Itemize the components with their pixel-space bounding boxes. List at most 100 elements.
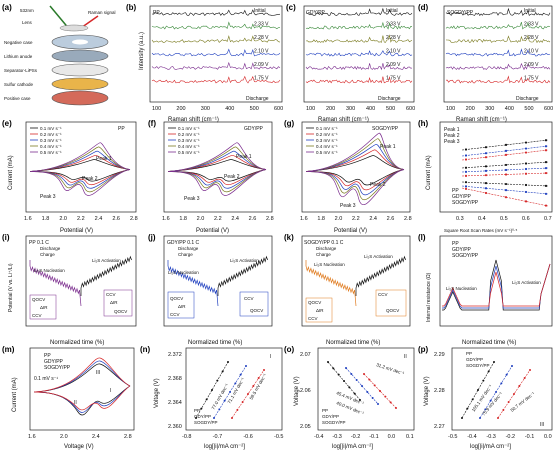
sulfur-cathode-shape [51,77,109,91]
tafel-point [239,373,242,376]
tafel-point [343,380,345,382]
panel-i-curves [29,255,132,307]
panel-k-qocv: QOCV [308,300,321,305]
panel-f-xticks: 1.6 1.8 2.0 2.2 2.4 2.6 2.8 [162,216,274,222]
panel-f-peak1: Peak 1 [236,154,252,160]
panel-l-leg-pp: PP [452,241,459,247]
panel-h-leg-peak3: Peak 3 [444,139,460,145]
fit-point [464,166,468,169]
panel-k-dir: ΔIR [316,308,324,313]
tafel-point [350,373,353,375]
raman-xtick: 600 [274,106,283,112]
panel-c-tag: (c) [286,3,296,12]
raman-trace-label: 2.33 V [386,22,401,28]
panel-p-ticks: -0.5 -0.4 -0.3 -0.2 -0.1 0.0 2.29 2.28 2.27 [434,352,552,440]
raman-xtick: 500 [524,106,533,112]
cv-xtick: 2.6 [112,216,120,222]
raman-trace [151,35,281,43]
panel-g-xlabel: Potential (V) [334,228,367,234]
fit-point [524,183,528,187]
panel-k-activation: Li₂S Activation [364,254,393,259]
raman-trace-label: 2.09 V [254,62,269,68]
tafel-xtick: -0.1 [525,434,534,440]
cv-m-curve [33,363,131,416]
tafel-point [511,365,513,367]
tafel-ytick: 2.07 [300,352,311,358]
panel-h-xticks: 0.3 0.4 0.5 0.6 0.7 [456,216,552,222]
panel-k-ccv2: CCV [378,292,388,297]
panel-h-fit-lines [461,139,549,207]
panel-g-tag: (g) [284,119,295,128]
cv-curve [305,155,405,186]
panel-m-tag: (m) [2,345,15,354]
ir-curve [442,263,551,307]
ir-curve [442,263,551,309]
panel-k-nucleation: Li₂S Nucleation [314,262,345,267]
panel-o-leg-sogdy: SOGDY/PP [322,420,346,425]
fit-point [544,161,548,164]
panel-n-frame [185,347,283,431]
panel-i-ylabel: Potential (V vs. Li⁺/Li) [8,263,14,312]
panel-e-tag: (e) [2,119,12,128]
raman-trace-label: 2.10 V [254,49,269,55]
tafel-xtick: 0.0 [388,434,396,440]
panel-n: (n) I 77.0 mV dec⁻¹ 71.1 mV dec⁻¹ 59.5 m… [140,345,283,450]
tafel-point [507,401,510,403]
panel-g-peak1: Peak 1 [380,144,396,150]
cv-xtick: 2.0 [335,216,343,222]
raman-trace-label: 1.75 V [254,76,269,82]
fit-point [484,165,488,168]
tafel-point [205,398,208,401]
panel-d-tag: (d) [418,3,429,12]
tafel-point [257,377,260,379]
raman-trace-label: 2.33 V [524,22,539,28]
panel-c-xlabel: Raman shift (cm⁻¹) [318,117,369,123]
tafel-point [466,407,469,410]
legend-label: 0.2 mV s⁻¹ [178,132,200,137]
tafel-ytick: 2.28 [434,388,445,394]
tafel-point [231,417,233,419]
tafel-point [379,390,381,392]
positive-case-shape [51,90,109,106]
panel-h-leg-peak1: Peak 1 [444,127,460,133]
panel-d-xlabel: Raman shift (cm⁻¹) [456,117,507,123]
panel-k-title: SOGDY/PP 0.1 C [304,240,344,246]
panel-h-ylabel: Current (mA) [426,155,432,190]
raman-trace [445,75,551,84]
cv-curve [167,142,267,196]
tafel-point [513,393,515,395]
panel-i-leg-discharge: Discharge [40,246,61,251]
fit-point [504,196,508,199]
raman-trace [445,7,551,17]
tafel-xtick: -0.7 [213,434,222,440]
fit-point [544,139,548,142]
tafel-point [477,389,479,391]
legend-label: 0.5 mV s⁻¹ [40,150,62,155]
fit-point [504,143,508,146]
raman-trace-label: Initial [386,8,398,14]
tafel-point [484,408,487,411]
panel-n-leg-sogdy: SOGDY/PP [194,420,218,425]
panel-h-leg-peak2: Peak 2 [444,133,460,139]
cv-xtick: 2.2 [214,216,222,222]
tafel-point [395,407,397,409]
panel-h-leg-sogdy: SOGDY/PP [452,200,479,206]
tafel-point [523,377,526,379]
panel-n-fits [195,361,265,419]
lens-label: Lens [22,20,33,25]
tafel-ytick: 2.27 [434,424,445,430]
tafel-point [502,409,505,411]
panel-e-curves [29,142,131,196]
gitt-charge [80,255,132,296]
panel-o-slope3: 31.2 mV dec⁻¹ [376,362,406,376]
panel-o-xlabel: log[|i|/mA cm⁻²] [332,444,373,450]
panel-e-peak2: Peak 2 [82,176,98,182]
panel-f-frame [163,121,273,213]
panel-a-tag: (a) [2,3,12,12]
tafel-point [482,379,485,382]
cv-xtick: 2.4 [231,216,239,222]
tafel-point [195,417,197,419]
gitt-charge [355,255,407,296]
raman-xtick: 300 [485,106,494,112]
cv-xtick: 1.6 [300,216,308,222]
